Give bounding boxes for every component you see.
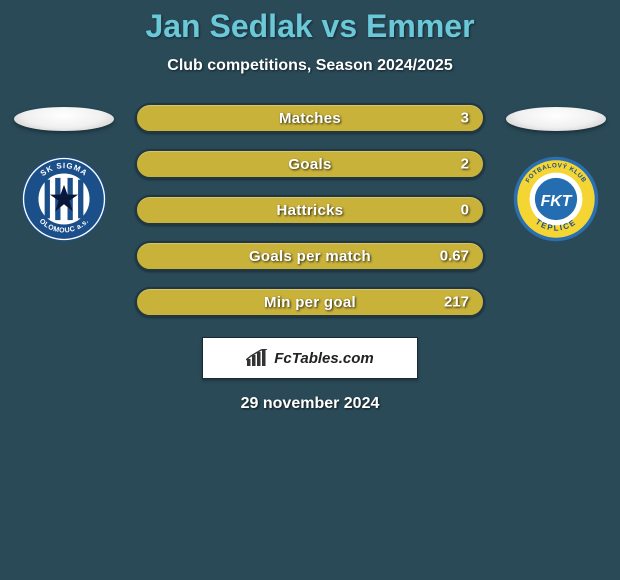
right-player-column: FKT FOTBALOVÝ KLUB TEPLICE bbox=[501, 103, 611, 243]
stat-label: Goals per match bbox=[249, 248, 371, 265]
stat-row: Hattricks 0 bbox=[135, 195, 485, 225]
stat-right-value: 0 bbox=[461, 202, 469, 219]
stat-row: Goals 2 bbox=[135, 149, 485, 179]
stat-row: Min per goal 217 bbox=[135, 287, 485, 317]
stats-list: Matches 3 Goals 2 Hattricks 0 Goals per … bbox=[135, 103, 485, 317]
fctables-link[interactable]: FcTables.com bbox=[202, 337, 418, 379]
comparison-date: 29 november 2024 bbox=[0, 395, 620, 413]
stat-label: Min per goal bbox=[264, 294, 356, 311]
stat-right-value: 0.67 bbox=[440, 248, 469, 265]
stat-row: Matches 3 bbox=[135, 103, 485, 133]
footer-brand-text: FcTables.com bbox=[274, 350, 373, 367]
barchart-icon bbox=[246, 349, 268, 367]
stat-right-value: 3 bbox=[461, 110, 469, 127]
stat-label: Hattricks bbox=[277, 202, 344, 219]
fk-teplice-badge: FKT FOTBALOVÝ KLUB TEPLICE bbox=[512, 155, 600, 243]
stat-label: Matches bbox=[279, 110, 341, 127]
stat-right-value: 217 bbox=[444, 294, 469, 311]
stat-right-value: 2 bbox=[461, 156, 469, 173]
comparison-body: SK SIGMA OLOMOUC a.s. Matches 3 Goals 2 bbox=[0, 103, 620, 317]
page-title: Jan Sedlak vs Emmer bbox=[0, 8, 620, 45]
teplice-inner-text: FKT bbox=[541, 193, 573, 210]
left-player-column: SK SIGMA OLOMOUC a.s. bbox=[9, 103, 119, 243]
subtitle: Club competitions, Season 2024/2025 bbox=[0, 57, 620, 75]
stat-row: Goals per match 0.67 bbox=[135, 241, 485, 271]
stat-label: Goals bbox=[288, 156, 331, 173]
comparison-card: Jan Sedlak vs Emmer Club competitions, S… bbox=[0, 0, 620, 413]
sigma-olomouc-badge: SK SIGMA OLOMOUC a.s. bbox=[20, 155, 108, 243]
left-player-avatar bbox=[14, 107, 114, 131]
right-player-avatar bbox=[506, 107, 606, 131]
